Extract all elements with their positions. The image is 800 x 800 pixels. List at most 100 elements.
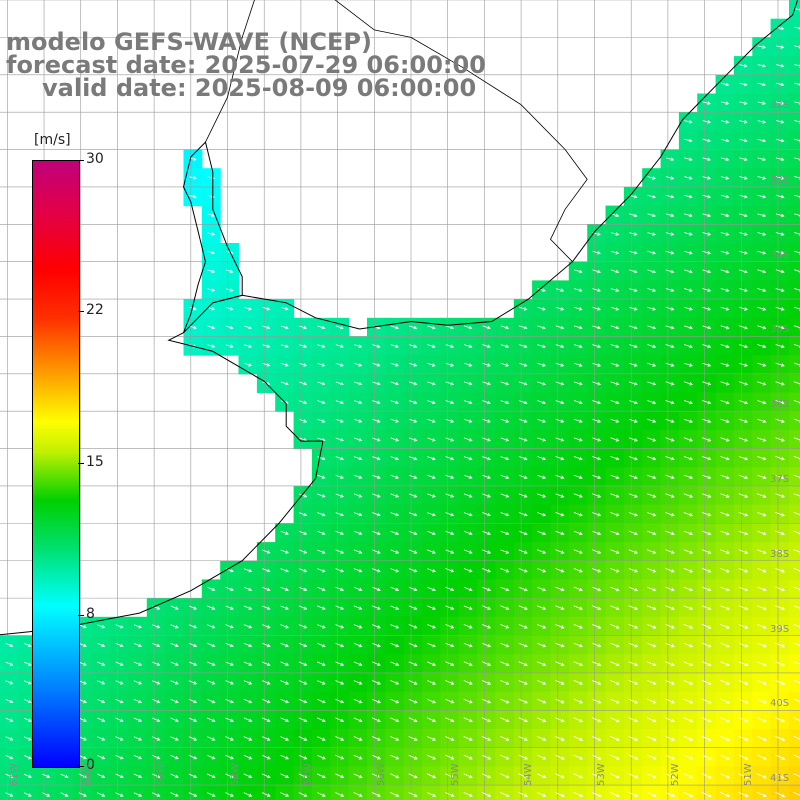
wind-arrow: [720, 325, 730, 330]
wind-arrow: [555, 381, 565, 386]
wind-arrow: [536, 698, 547, 704]
wind-arrow: [445, 661, 455, 666]
wind-arrow: [298, 642, 308, 648]
wind-arrow: [152, 643, 161, 648]
wind-arrow: [738, 624, 749, 629]
wind-arrow: [335, 530, 345, 535]
wind-arrow: [280, 698, 290, 704]
wind-arrow: [555, 605, 565, 610]
wind-arrow: [793, 362, 800, 367]
wind-arrow: [793, 698, 800, 704]
wind-cell: [770, 785, 790, 800]
wind-arrow: [207, 717, 216, 722]
wind-arrow: [23, 717, 32, 722]
wind-arrow: [482, 437, 491, 442]
wind-arrow: [115, 643, 124, 648]
wind-arrow: [647, 474, 657, 479]
wind-arrow: [427, 362, 436, 367]
wind-arrow: [720, 269, 730, 274]
wind-cell: [789, 224, 800, 244]
wind-cell: [789, 355, 800, 375]
wind-arrow: [720, 530, 730, 536]
wind-arrow: [573, 605, 583, 610]
wind-arrow: [537, 549, 547, 554]
wind-arrow: [317, 474, 326, 479]
wind-arrow: [738, 773, 749, 779]
wind-arrow: [757, 82, 767, 87]
wind-arrow: [445, 736, 455, 741]
wind-arrow: [500, 680, 510, 685]
wind-arrow: [573, 381, 583, 386]
wind-arrow: [555, 586, 565, 592]
wind-arrow: [683, 418, 693, 423]
wind-arrow: [793, 754, 800, 760]
wind-arrow: [683, 269, 693, 274]
wind-arrow: [701, 568, 712, 573]
wind-arrow: [316, 773, 326, 779]
wind-arrow: [683, 735, 694, 741]
wind-arrow: [774, 791, 786, 798]
wind-arrow: [793, 344, 800, 349]
wind-arrow: [756, 605, 767, 610]
wind-arrow: [298, 754, 308, 760]
wind-arrow: [536, 605, 547, 610]
wind-arrow: [756, 661, 767, 667]
wind-arrow: [427, 344, 436, 348]
wind-arrow: [756, 717, 767, 723]
wind-arrow: [592, 381, 602, 386]
wind-arrow: [793, 418, 800, 423]
wind-arrow: [298, 680, 308, 685]
wind-arrow: [592, 269, 602, 274]
wind-arrow: [702, 400, 712, 405]
wind-cell: [220, 785, 240, 800]
wind-arrow: [537, 381, 547, 386]
wind-arrow: [445, 717, 455, 723]
wind-arrow: [720, 250, 730, 255]
wind-arrow: [518, 306, 528, 311]
wind-arrow: [152, 680, 161, 685]
wind-arrow: [610, 362, 620, 367]
wind-arrow: [665, 344, 675, 348]
wind-arrow: [262, 549, 271, 554]
wind-arrow: [353, 605, 363, 610]
colorbar-units: [m/s]: [34, 132, 71, 148]
wind-arrow: [518, 325, 528, 330]
wind-arrow: [262, 362, 271, 367]
wind-arrow: [756, 773, 767, 779]
wind-arrow: [280, 642, 289, 648]
lat-label: 34S: [770, 249, 790, 261]
wind-arrow: [702, 176, 711, 180]
wind-arrow: [775, 381, 785, 386]
wind-arrow: [427, 381, 436, 386]
wind-cell: [642, 785, 662, 800]
wind-arrow: [152, 754, 161, 760]
wind-arrow: [371, 698, 381, 704]
title-model: modelo GEFS-WAVE (NCEP): [6, 28, 372, 56]
wind-arrow: [592, 288, 601, 292]
wind-arrow: [573, 306, 583, 311]
wind-arrow: [720, 717, 731, 723]
wind-arrow: [500, 586, 510, 592]
wind-arrow: [573, 549, 583, 554]
wind-arrow: [518, 418, 528, 423]
wind-arrow: [207, 307, 216, 311]
wind-arrow: [738, 586, 749, 592]
wind-arrow: [280, 754, 290, 760]
wind-arrow: [42, 773, 51, 778]
wind-arrow: [646, 698, 657, 704]
wind-arrow: [628, 344, 638, 348]
wind-arrow: [500, 624, 510, 629]
wind-cell: [789, 710, 800, 730]
wind-arrow: [482, 512, 491, 517]
wind-arrow: [665, 437, 675, 442]
wind-arrow: [775, 456, 785, 461]
wind-arrow: [500, 736, 510, 741]
wind-arrow: [684, 176, 693, 180]
wind-arrow: [721, 82, 730, 87]
wind-arrow: [500, 549, 510, 554]
wind-arrow: [481, 792, 492, 797]
wind-arrow: [409, 325, 418, 330]
wind-arrow: [757, 120, 767, 124]
wind-arrow: [665, 288, 675, 292]
wind-arrow: [720, 213, 730, 218]
